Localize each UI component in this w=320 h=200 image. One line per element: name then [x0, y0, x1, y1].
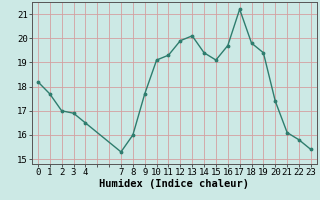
X-axis label: Humidex (Indice chaleur): Humidex (Indice chaleur) — [100, 179, 249, 189]
